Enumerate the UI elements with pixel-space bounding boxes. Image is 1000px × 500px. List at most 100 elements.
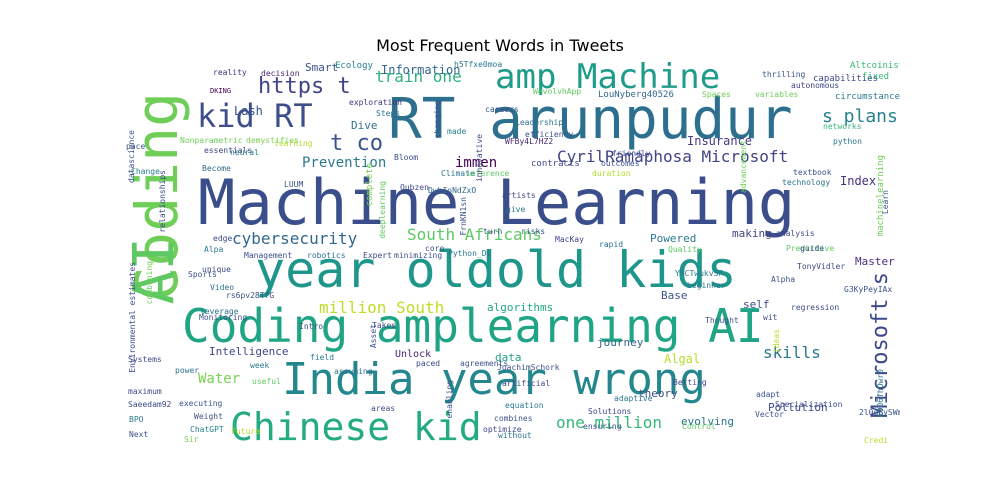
cloud-word: one million bbox=[556, 413, 662, 432]
cloud-word: networks bbox=[823, 122, 862, 131]
cloud-word: Steps bbox=[376, 109, 401, 118]
cloud-word: Powered bbox=[650, 232, 697, 245]
cloud-word: Control bbox=[682, 422, 716, 431]
cloud-word: Quality bbox=[668, 245, 702, 254]
cloud-word: EO06fhOwr0 bbox=[876, 369, 885, 418]
cloud-word: Expert bbox=[363, 251, 392, 260]
cloud-word: Smart bbox=[305, 61, 339, 74]
cloud-word: areas bbox=[371, 404, 396, 413]
cloud-word: technology bbox=[782, 178, 831, 187]
cloud-word: self bbox=[743, 298, 770, 311]
cloud-word: Base bbox=[661, 289, 688, 302]
cloud-word: Become bbox=[202, 164, 231, 173]
cloud-word: combining bbox=[145, 261, 154, 305]
cloud-word: analysis bbox=[776, 229, 815, 238]
cloud-word: Algal bbox=[664, 352, 701, 366]
cloud-word: Lash bbox=[234, 104, 263, 118]
cloud-word: year oldold kids bbox=[255, 241, 737, 299]
cloud-word: turn bbox=[483, 227, 503, 236]
cloud-word: variables bbox=[755, 90, 799, 99]
cloud-word: rapid bbox=[599, 240, 624, 249]
cloud-word: Management bbox=[244, 251, 293, 260]
cloud-word: Insurance bbox=[687, 134, 753, 148]
cloud-word: essentials bbox=[204, 146, 253, 155]
cloud-word: Index bbox=[840, 174, 877, 188]
cloud-word: paced bbox=[416, 359, 441, 368]
cloud-word: fixed bbox=[862, 72, 890, 82]
cloud-word: optimize bbox=[483, 425, 522, 434]
cloud-word: executing bbox=[179, 399, 223, 408]
cloud-word: artists bbox=[502, 191, 536, 200]
cloud-word: robotics bbox=[307, 251, 346, 260]
cloud-word: artificial bbox=[502, 379, 551, 388]
cloud-word: Learn bbox=[881, 190, 890, 215]
cloud-word: Next bbox=[129, 430, 149, 439]
cloud-word: equation bbox=[505, 401, 544, 410]
cloud-word: power bbox=[175, 366, 200, 375]
cloud-word: Sir bbox=[184, 435, 199, 444]
cloud-word: adapt bbox=[756, 390, 781, 399]
cloud-word: thrilling bbox=[762, 70, 806, 79]
cloud-word: maximum bbox=[128, 387, 162, 396]
cloud-word: Sports bbox=[188, 270, 217, 279]
cloud-word: agreements bbox=[460, 359, 509, 368]
cloud-word: journey bbox=[597, 336, 644, 349]
cloud-word: Altcoinist_com bbox=[850, 61, 900, 71]
cloud-word: theory bbox=[638, 387, 678, 400]
cloud-word: complete bbox=[365, 163, 375, 207]
cloud-word: duration bbox=[592, 169, 631, 178]
cloud-word: Dive bbox=[351, 119, 378, 132]
cloud-word: s plans bbox=[822, 106, 898, 127]
cloud-word: Qubzen bbox=[400, 183, 429, 192]
cloud-word: WFBy4L7HZ2 bbox=[505, 137, 554, 146]
cloud-word: enabling bbox=[445, 380, 454, 419]
cloud-word: Takes bbox=[372, 321, 397, 330]
cloud-word: LUUM bbox=[284, 180, 304, 189]
cloud-word: Python_Dv bbox=[448, 249, 492, 258]
cloud-word: Future bbox=[231, 427, 260, 436]
cloud-word: making bbox=[732, 227, 772, 240]
cloud-word: neural bbox=[230, 148, 259, 157]
cloud-word: circumstances bbox=[835, 92, 900, 102]
cloud-word: Ecology bbox=[335, 61, 373, 71]
cloud-word: core bbox=[425, 244, 445, 253]
cloud-word: adaptive bbox=[614, 394, 653, 403]
cloud-word: JoachimSchork bbox=[497, 363, 560, 372]
cloud-word: Thought bbox=[705, 316, 739, 325]
cloud-word: immen bbox=[455, 155, 498, 171]
cloud-word: decision bbox=[261, 69, 300, 78]
cloud-word: leverage bbox=[200, 307, 239, 316]
cloud-word: combines bbox=[494, 414, 533, 423]
cloud-word: Systems bbox=[128, 355, 162, 364]
cloud-word: rs6pv28TfG bbox=[226, 291, 275, 300]
cloud-word: Nonparametric bbox=[180, 136, 243, 145]
cloud-word: Information bbox=[381, 63, 461, 77]
cloud-word: Specialization bbox=[775, 400, 843, 409]
cloud-word: Video bbox=[210, 283, 235, 292]
cloud-word: YNCTwukvSF bbox=[675, 269, 724, 278]
cloud-word: Betting bbox=[673, 378, 707, 387]
cloud-word: Machine Learning bbox=[198, 166, 796, 239]
cloud-word: innovative bbox=[475, 134, 484, 183]
cloud-word: Alpa bbox=[204, 245, 224, 254]
cloud-word: careers bbox=[485, 105, 519, 114]
cloud-word: Intelligence bbox=[209, 345, 289, 358]
cloud-word: Prevention bbox=[302, 155, 387, 171]
cloud-word: Climate bbox=[441, 169, 475, 178]
cloud-word: LouNyberg40526 bbox=[598, 90, 674, 100]
cloud-word: Pollution bbox=[768, 401, 828, 414]
word-cloud: Machine Learning RT arunpudur year oldold … bbox=[125, 60, 900, 450]
cloud-word: BPO bbox=[129, 415, 144, 424]
cloud-word: friendly bbox=[612, 149, 651, 158]
cloud-word: Saeedam92 bbox=[128, 400, 172, 409]
cloud-word: WevolvhApp bbox=[533, 87, 582, 96]
cloud-word: edge bbox=[213, 234, 233, 243]
cloud-word: guide bbox=[800, 244, 825, 253]
cloud-word: train one bbox=[375, 67, 462, 86]
cloud-word: FrnKN1sn bbox=[459, 197, 468, 236]
cloud-word: evolving bbox=[681, 415, 734, 428]
cloud-word: India year wrong bbox=[282, 354, 706, 405]
cloud-word: ChatGPT bbox=[190, 425, 224, 434]
cloud-word: G3KyPeyIAx bbox=[844, 285, 893, 294]
cloud-word: regression bbox=[791, 303, 840, 312]
